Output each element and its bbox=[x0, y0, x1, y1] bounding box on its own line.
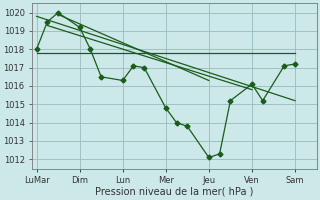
X-axis label: Pression niveau de la mer( hPa ): Pression niveau de la mer( hPa ) bbox=[95, 187, 253, 197]
